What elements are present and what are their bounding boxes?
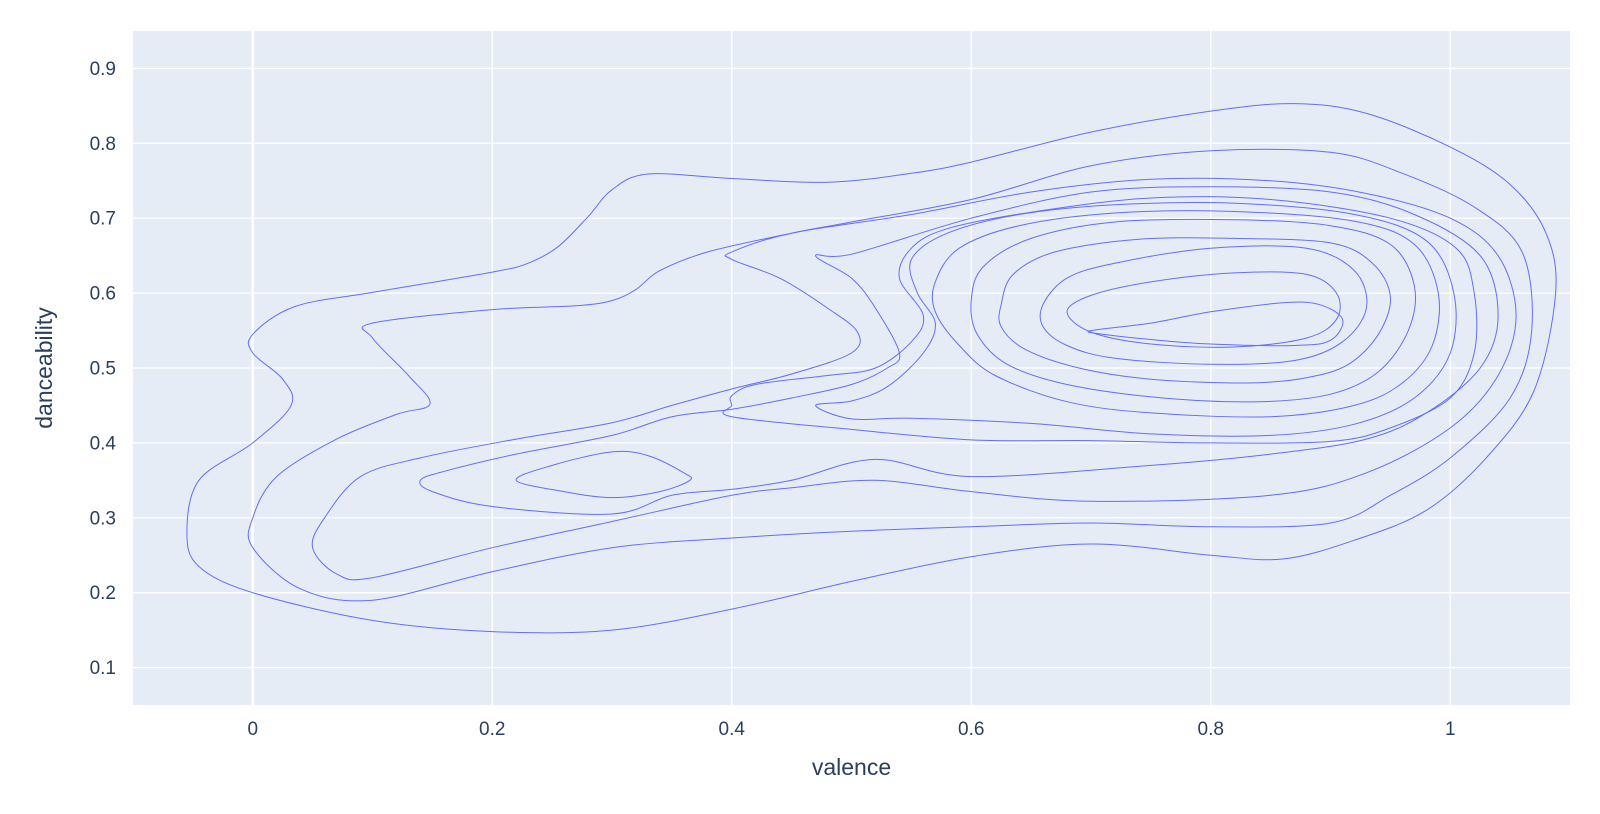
contour-line — [1087, 301, 1344, 347]
x-tick-label: 0.6 — [958, 719, 984, 740]
contour-line — [998, 237, 1391, 384]
contour-line — [515, 450, 693, 499]
x-axis-title: valence — [812, 754, 891, 780]
contour-line — [970, 218, 1416, 403]
x-axis-ticks: 0 0.2 0.4 0.6 0.8 1 — [247, 719, 1455, 740]
y-tick-label: 0.6 — [90, 284, 116, 305]
contour-line — [1039, 245, 1368, 365]
y-tick-label: 0.1 — [90, 658, 116, 679]
y-tick-label: 0.3 — [90, 508, 116, 529]
y-tick-label: 0.5 — [90, 359, 116, 380]
x-tick-label: 0.4 — [719, 719, 746, 740]
y-axis-ticks: 0.1 0.2 0.3 0.4 0.5 0.6 0.7 0.8 0.9 — [90, 59, 117, 679]
x-tick-label: 0.2 — [479, 719, 505, 740]
y-axis-title: danceability — [31, 307, 57, 429]
contour-line — [186, 103, 1557, 634]
contour-line — [722, 196, 1478, 444]
y-tick-label: 0.4 — [90, 433, 117, 454]
y-tick-label: 0.7 — [90, 209, 116, 230]
contour-line — [247, 148, 1533, 602]
x-tick-label: 0 — [247, 719, 258, 740]
contour-line — [311, 177, 1517, 581]
y-tick-label: 0.9 — [90, 59, 116, 80]
y-tick-label: 0.2 — [90, 583, 116, 604]
contour-line — [419, 186, 1499, 515]
contour-line — [1066, 271, 1341, 348]
contour-line — [931, 210, 1440, 418]
contour-line — [815, 201, 1457, 437]
x-tick-label: 0.8 — [1198, 719, 1224, 740]
y-tick-label: 0.8 — [90, 134, 116, 155]
contour-lines — [186, 103, 1557, 634]
x-tick-label: 1 — [1445, 719, 1456, 740]
grid-lines — [133, 31, 1570, 705]
